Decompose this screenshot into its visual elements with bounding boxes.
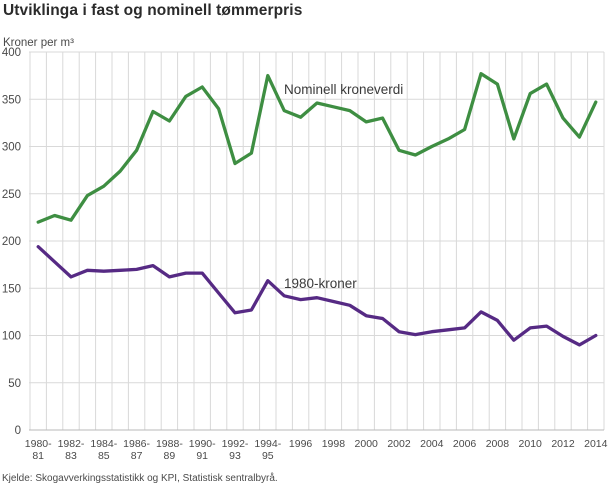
y-tick-label: 0	[15, 425, 21, 437]
chart-title: Utviklinga i fast og nominell tømmerpris	[3, 2, 303, 19]
y-tick-label: 150	[2, 283, 21, 295]
nominell-kroneverdi-line[interactable]	[36, 72, 598, 224]
x-tick-label: 2008	[486, 438, 510, 450]
x-tick-label: 1990-	[189, 438, 216, 450]
kroner-1980-line[interactable]	[36, 245, 598, 347]
x-tick-label: 1986-	[123, 438, 150, 450]
y-tick-label: 50	[8, 378, 21, 390]
x-tick-label: 2006	[453, 438, 477, 450]
x-tick-label: 2002	[387, 438, 411, 450]
x-tick-label: 1982-	[58, 438, 85, 450]
x-tick-label: 1988-	[156, 438, 183, 450]
series-label-nominell: Nominell kroneverdi	[284, 82, 404, 97]
y-tick-label: 200	[2, 236, 21, 248]
x-tick-label: 2012	[551, 438, 575, 450]
y-tick-label: 300	[2, 142, 21, 154]
x-tick-label: 1984-	[90, 438, 117, 450]
x-tick-label: 93	[229, 450, 241, 462]
x-tick-label: 1994-	[254, 438, 281, 450]
x-tick-label: 95	[262, 450, 274, 462]
y-tick-label: 100	[2, 331, 21, 343]
x-tick-label: 83	[65, 450, 77, 462]
x-tick-label: 87	[131, 450, 143, 462]
x-tick-label: 2000	[355, 438, 379, 450]
source-note: Kjelde: Skogavverkingsstatistikk og KPI,…	[2, 473, 278, 484]
x-tick-label: 85	[98, 450, 110, 462]
x-tick-label: 2014	[584, 438, 608, 450]
y-tick-label: 250	[2, 189, 21, 201]
y-axis-unit-label: Kroner per m³	[3, 37, 74, 49]
x-tick-label: 1992-	[222, 438, 249, 450]
x-tick-label: 89	[164, 450, 176, 462]
y-tick-label: 350	[2, 94, 21, 106]
x-tick-label: 1998	[322, 438, 346, 450]
y-tick-label: 400	[2, 47, 21, 59]
x-tick-label: 2010	[519, 438, 543, 450]
x-tick-label: 1980-	[25, 438, 52, 450]
x-tick-label: 1996	[289, 438, 313, 450]
x-tick-label: 2004	[420, 438, 444, 450]
series-label-1980-kroner: 1980-kroner	[284, 276, 357, 291]
x-tick-label: 81	[32, 450, 44, 462]
x-tick-label: 91	[196, 450, 208, 462]
